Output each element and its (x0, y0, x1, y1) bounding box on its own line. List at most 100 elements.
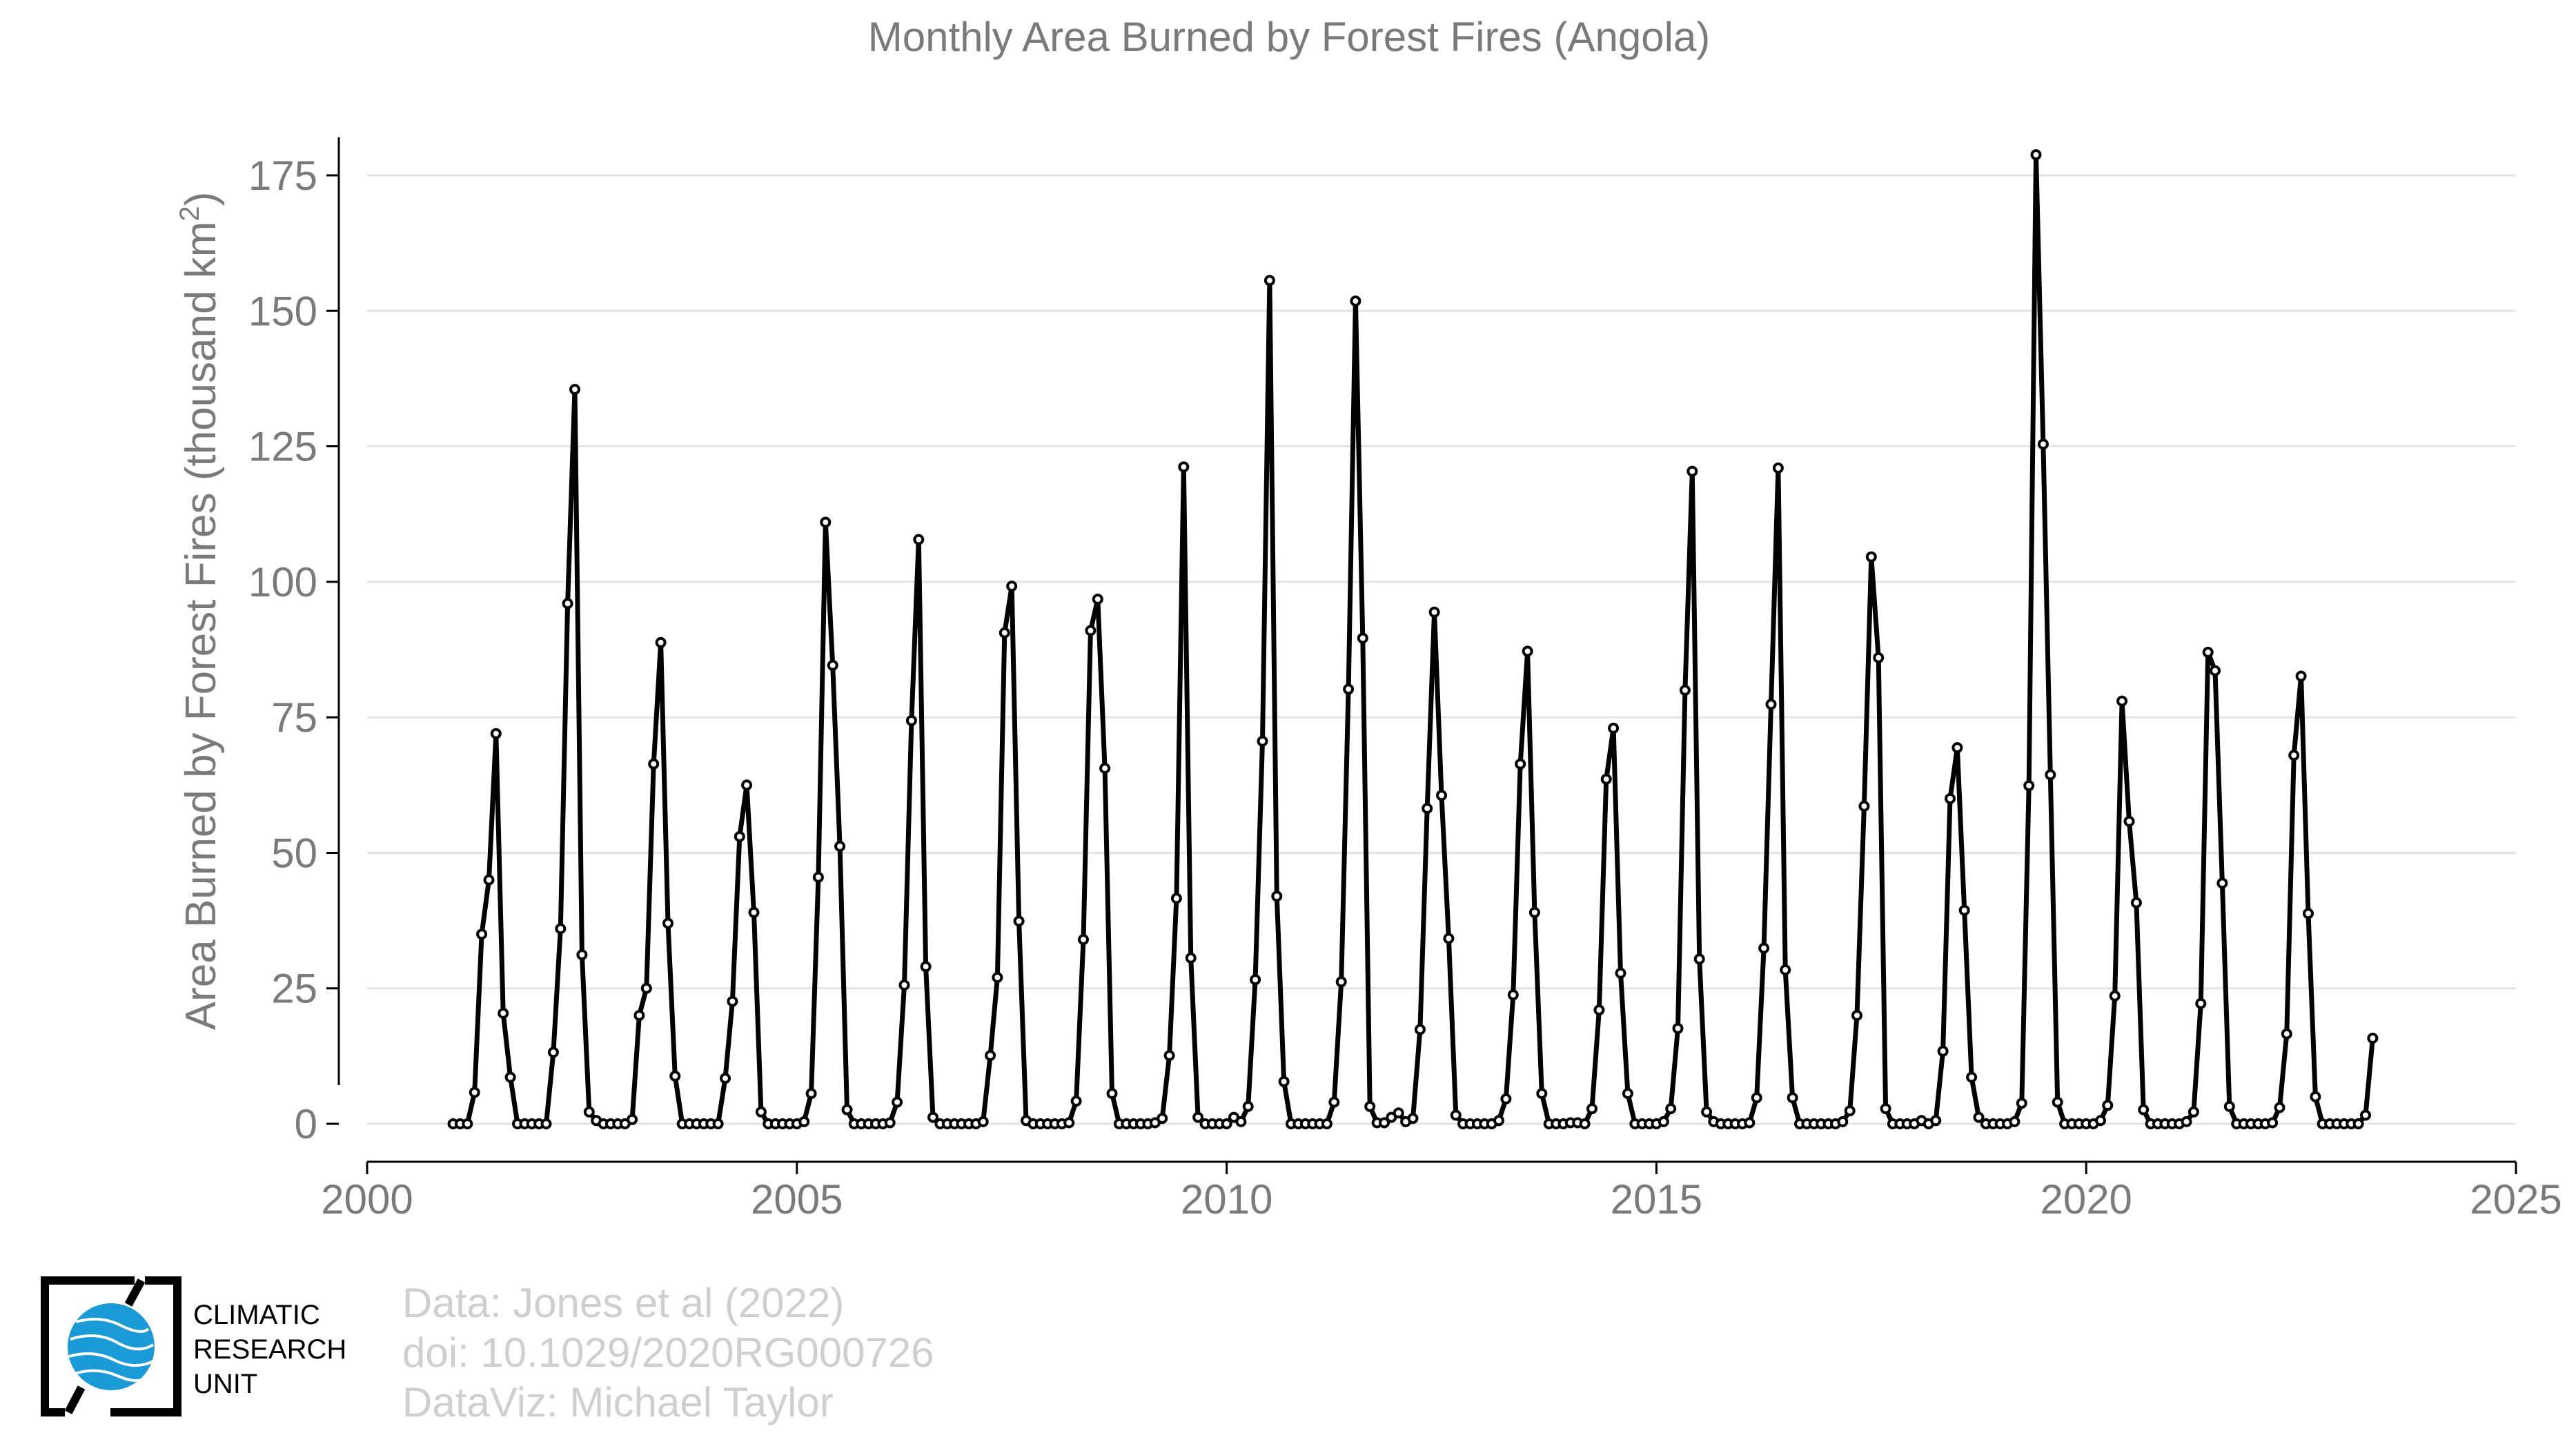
data-point-175 (1701, 1106, 1713, 1118)
data-point-99 (1157, 1113, 1168, 1124)
data-point-200 (1880, 1103, 1891, 1115)
data-point-234 (2123, 815, 2135, 827)
data-point-123 (1328, 1096, 1340, 1108)
data-point-160 (1593, 1004, 1605, 1016)
data-point-8 (504, 1071, 516, 1083)
data-point-136 (1422, 803, 1433, 815)
x-tick-label-2005: 2005 (751, 1176, 843, 1223)
data-point-207 (1930, 1115, 1942, 1127)
data-point-2 (462, 1118, 473, 1129)
logo-slash-top (124, 1278, 146, 1307)
data-point-187 (1787, 1092, 1798, 1104)
data-point-268 (2367, 1033, 2379, 1044)
data-point-209 (1945, 792, 1956, 804)
data-point-15 (555, 923, 567, 935)
data-point-254 (2267, 1117, 2279, 1129)
data-point-62 (892, 1096, 903, 1108)
data-point-149 (1515, 758, 1526, 770)
data-point-64 (905, 714, 917, 726)
chart-title: Monthly Area Burned by Forest Fires (Ang… (868, 14, 1711, 60)
data-point-41 (741, 779, 753, 791)
data-point-63 (898, 980, 910, 991)
data-point-138 (1436, 790, 1447, 801)
data-point-170 (1665, 1103, 1677, 1115)
data-point-108 (1221, 1118, 1232, 1129)
data-point-242 (2181, 1116, 2192, 1127)
y-axis-label-main: Area Burned by Forest Fires (thousand km (177, 222, 225, 1031)
y-tick-label-150: 150 (248, 288, 317, 334)
y-tick-label-50: 50 (271, 830, 317, 876)
data-point-43 (755, 1106, 767, 1118)
data-point-211 (1958, 904, 1970, 916)
data-point-183 (1758, 942, 1770, 954)
data-point-233 (2116, 695, 2128, 707)
data-point-79 (1013, 915, 1025, 927)
data-point-150 (1522, 645, 1533, 657)
data-point-6 (490, 728, 502, 739)
data-point-221 (2030, 149, 2042, 161)
data-point-162 (1608, 722, 1620, 734)
data-point-77 (999, 627, 1010, 639)
data-point-116 (1278, 1075, 1290, 1087)
data-point-19 (583, 1106, 595, 1118)
y-axis-label-suffix: ) (177, 192, 225, 206)
data-point-111 (1242, 1100, 1254, 1112)
y-tick-label-175: 175 (248, 153, 317, 199)
y-tick-label-0: 0 (295, 1101, 317, 1147)
x-tick-label-2000: 2000 (321, 1176, 413, 1223)
globe-icon (68, 1303, 155, 1390)
data-point-112 (1250, 974, 1261, 986)
data-point-25 (627, 1113, 638, 1125)
logo-bracket-left (41, 1276, 135, 1416)
data-point-173 (1687, 465, 1698, 477)
data-point-52 (820, 516, 832, 528)
x-axis-ticks: 2000 2005 2010 2015 2020 2025 (321, 1162, 2562, 1223)
data-point-127 (1357, 632, 1368, 644)
data-point-231 (2102, 1100, 2114, 1111)
data-point-27 (640, 982, 652, 994)
y-tick-label-125: 125 (248, 424, 317, 470)
credit-dataviz: DataViz: Michael Taylor (402, 1379, 834, 1425)
x-tick-label-2025: 2025 (2470, 1176, 2562, 1223)
data-point-87 (1070, 1095, 1082, 1107)
data-point-147 (1500, 1093, 1512, 1104)
data-point-161 (1600, 773, 1612, 785)
data-point-114 (1264, 275, 1275, 286)
data-point-132 (1393, 1107, 1404, 1119)
data-point-152 (1536, 1088, 1548, 1100)
data-point-222 (2037, 438, 2049, 450)
data-point-266 (2352, 1118, 2364, 1129)
x-tick-label-2020: 2020 (2040, 1176, 2132, 1223)
data-point-169 (1658, 1116, 1669, 1127)
credits: Data: Jones et al (2022) doi: 10.1029/20… (402, 1280, 934, 1425)
data-point-163 (1615, 967, 1626, 979)
data-point-235 (2130, 897, 2142, 908)
data-point-50 (805, 1088, 817, 1100)
x-tick-label-2010: 2010 (1181, 1176, 1272, 1223)
data-point-29 (655, 636, 667, 648)
data-point-182 (1751, 1092, 1762, 1104)
data-point-159 (1586, 1103, 1597, 1115)
data-point-37 (712, 1118, 724, 1129)
data-point-75 (985, 1050, 996, 1062)
data-point-126 (1350, 295, 1361, 307)
data-point-76 (992, 972, 1003, 983)
data-point-28 (648, 758, 660, 770)
data-point-89 (1085, 625, 1097, 636)
data-point-213 (1973, 1111, 1985, 1123)
data-point-128 (1364, 1100, 1376, 1112)
data-point-260 (2310, 1091, 2321, 1102)
data-point-248 (2223, 1100, 2235, 1112)
data-point-258 (2295, 670, 2307, 682)
credit-data-source: Data: Jones et al (2022) (402, 1280, 844, 1326)
data-point-13 (540, 1118, 552, 1129)
data-point-218 (2009, 1116, 2021, 1127)
y-tick-label-100: 100 (248, 559, 317, 605)
data-point-49 (798, 1116, 810, 1127)
data-point-137 (1428, 606, 1440, 618)
credit-doi: doi: 10.1029/2020RG000726 (402, 1330, 934, 1376)
data-point-51 (812, 871, 824, 883)
data-point-7 (498, 1007, 509, 1019)
logo-text-research: RESEARCH (193, 1334, 346, 1365)
